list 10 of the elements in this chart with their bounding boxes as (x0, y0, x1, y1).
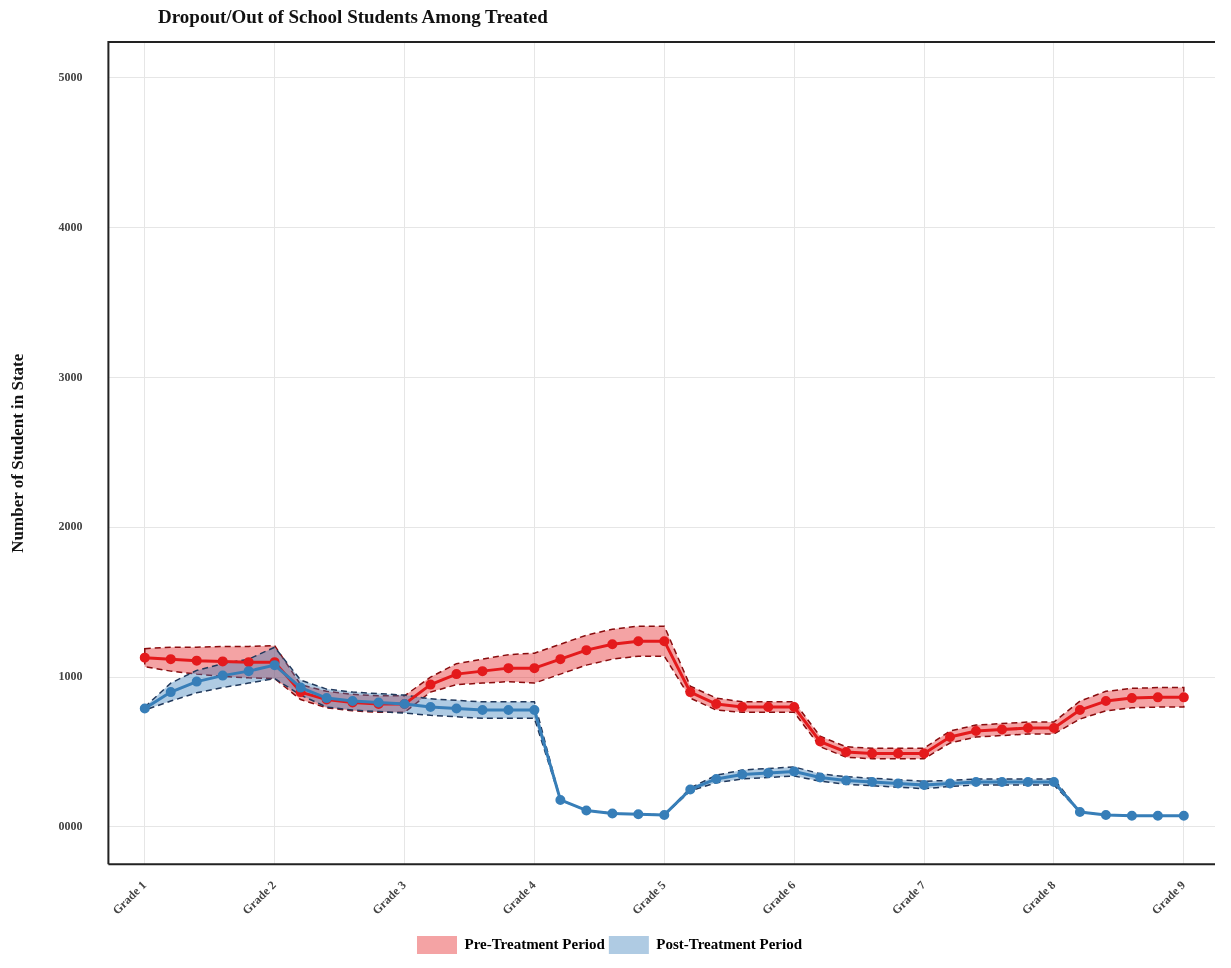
legend-label: Post-Treatment Period (656, 935, 803, 952)
y-tick-label: 0000 (58, 819, 83, 834)
y-tick-label: 2000 (58, 519, 83, 534)
y-tick-label: 1000 (58, 669, 83, 684)
y-axis-title: Number of Student in State (7, 353, 27, 553)
y-tick-label: 4000 (58, 219, 83, 234)
legend-label: Pre-Treatment Period (464, 935, 606, 952)
y-tick-label: 5000 (58, 70, 83, 85)
y-tick-label: 3000 (58, 369, 83, 384)
chart-title: Dropout/Out of School Students Among Treated (158, 6, 548, 28)
